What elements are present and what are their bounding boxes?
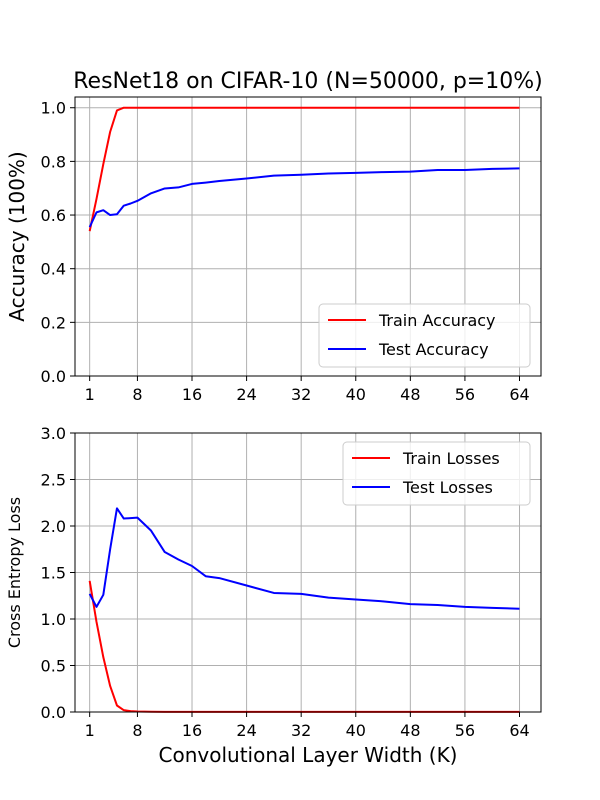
x-tick-label: 16 <box>182 721 202 740</box>
x-tick-label: 1 <box>85 385 95 404</box>
x-tick-label: 8 <box>132 385 142 404</box>
legend-box <box>318 303 531 368</box>
x-tick-label: 56 <box>455 721 475 740</box>
x-tick-label: 56 <box>455 385 475 404</box>
y-axis-label: Cross Entropy Loss <box>5 497 24 648</box>
legend-label-train-losses: Train Losses <box>402 449 500 468</box>
y-tick-label: 0.8 <box>41 152 66 171</box>
legend-label-test-accuracy: Test Accuracy <box>378 340 489 359</box>
y-tick-label: 0.2 <box>41 313 66 332</box>
x-tick-label: 64 <box>509 721 529 740</box>
train-accuracy-line <box>88 106 520 232</box>
test-accuracy-line <box>88 167 520 228</box>
y-tick-label: 0.5 <box>41 657 66 676</box>
y-axis-label: Accuracy (100%) <box>5 151 29 321</box>
axes-frame <box>74 96 542 377</box>
x-tick-label: 16 <box>182 385 202 404</box>
legend-label-test-losses: Test Losses <box>402 478 493 497</box>
y-tick-label: 2.5 <box>41 471 66 490</box>
test-losses-line <box>88 507 520 610</box>
x-tick-label: 32 <box>291 721 311 740</box>
legend-label-train-accuracy: Train Accuracy <box>378 311 496 330</box>
y-tick-label: 1.0 <box>41 99 66 118</box>
loss-chart: 1 8 16 24 32 40 48 56 64 0.0 0.5 1.0 1.5 2.0 2.5 3.0 Cro… <box>5 424 542 740</box>
y-tick-label: 1.5 <box>41 564 66 583</box>
x-axis-label: Convolutional Layer Width (K) <box>159 743 458 767</box>
y-tick-label: 0.4 <box>41 260 66 279</box>
x-tick-label: 24 <box>236 721 256 740</box>
x-tick-label: 40 <box>346 385 366 404</box>
y-tick-label: 0.6 <box>41 206 66 225</box>
y-tick-label: 0.0 <box>41 367 66 386</box>
x-tick-label: 40 <box>346 721 366 740</box>
x-tick-label: 48 <box>400 721 420 740</box>
x-tick-label: 8 <box>132 721 142 740</box>
x-tick-label: 64 <box>509 385 529 404</box>
y-tick-label: 2.0 <box>41 517 66 536</box>
x-tick-label: 32 <box>291 385 311 404</box>
y-tick-label: 1.0 <box>41 610 66 629</box>
x-tick-label: 48 <box>400 385 420 404</box>
train-losses-line <box>88 580 520 713</box>
x-tick-label: 1 <box>85 721 95 740</box>
y-tick-label: 0.0 <box>41 703 66 722</box>
y-tick-label: 3.0 <box>41 424 66 443</box>
accuracy-chart: 1 8 16 24 32 40 48 56 64 0.0 0.2 0.4 0.6 0.8 1.0 Accura… <box>5 96 542 404</box>
x-tick-label: 24 <box>236 385 256 404</box>
figure-title: ResNet18 on CIFAR-10 (N=50000, p=10%) <box>73 69 542 94</box>
